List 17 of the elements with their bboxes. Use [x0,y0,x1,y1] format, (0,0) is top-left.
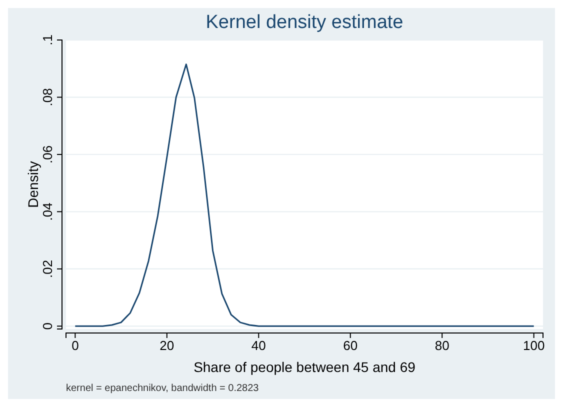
y-tick-label: 0 [40,322,55,330]
y-tick-label: .08 [40,88,55,106]
y-tick-label: .04 [40,202,55,221]
x-tick-label: 20 [160,338,174,354]
y-tick-label: .02 [40,260,55,278]
x-tick-label: 60 [343,338,358,354]
x-axis-title: Share of people between 45 and 69 [194,359,416,375]
y-tick-label: .06 [40,145,55,164]
chart-title: Kernel density estimate [206,12,404,33]
x-tick-label: 100 [522,338,545,354]
y-axis-title: Density [25,161,41,208]
line-series [74,64,535,327]
y-tick-label: .1 [40,34,55,46]
x-tick-label: 0 [72,338,79,354]
x-tick-label: 80 [434,338,450,354]
x-tick-label: 40 [251,338,266,354]
text: kernel = epanechnikov, bandwidth = 0.2823 [66,383,260,394]
